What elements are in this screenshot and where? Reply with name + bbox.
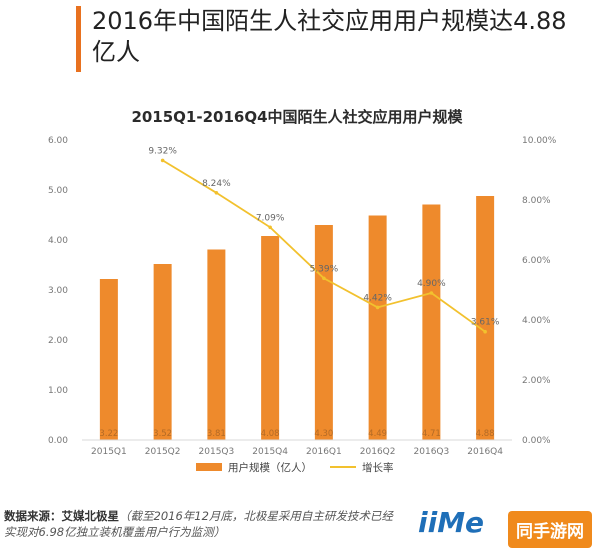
- right-tick-label: 4.00%: [522, 316, 551, 326]
- bar-series: [99, 196, 495, 440]
- bar-value-label: 3.52: [153, 429, 172, 439]
- right-tick-label: 10.00%: [522, 136, 557, 146]
- bar-value-label: 4.71: [422, 429, 441, 439]
- category-label: 2016Q1: [306, 447, 342, 457]
- category-label: 2015Q3: [199, 447, 235, 457]
- growth-point: [214, 191, 219, 195]
- growth-line-series: [160, 158, 487, 334]
- source-label: 数据来源：艾媒北极星: [4, 509, 119, 523]
- growth-point: [483, 329, 487, 334]
- growth-point: [322, 276, 326, 281]
- right-tick-label: 6.00%: [522, 256, 551, 266]
- growth-point: [160, 158, 165, 163]
- growth-data-labels: 9.32% 8.24% 7.09% 5.39% 4.42% 4.90% 3.61%: [148, 146, 500, 327]
- left-tick-label: 6.00: [48, 136, 68, 146]
- bar: [207, 249, 226, 440]
- category-label: 2015Q2: [145, 447, 181, 457]
- growth-value-label: 7.09%: [256, 213, 285, 223]
- category-axis: 2015Q1 2015Q2 2015Q3 2015Q4 2016Q1 2016Q2 2016…: [82, 439, 512, 457]
- growth-value-label: 9.32%: [148, 146, 177, 156]
- category-label: 2016Q3: [414, 447, 450, 457]
- growth-value-label: 3.61%: [471, 318, 500, 328]
- bar: [476, 196, 495, 440]
- left-tick-label: 0.00: [48, 436, 68, 446]
- bar-value-label: 3.81: [207, 429, 226, 439]
- source-detail: （截至2016年12月底，北极星采用自主研发技术已经实现对6.98亿独立装机覆盖…: [4, 509, 393, 539]
- growth-value-label: 5.39%: [310, 264, 339, 274]
- bar: [153, 264, 172, 440]
- growth-value-label: 4.42%: [363, 293, 392, 303]
- left-axis: 0.00 1.00 2.00 3.00 4.00 5.00 6.00: [48, 136, 68, 446]
- category-label: 2016Q2: [360, 447, 396, 457]
- bar-value-label: 4.30: [314, 429, 333, 439]
- bar: [99, 279, 118, 440]
- legend-bar-label: 用户规模（亿人）: [228, 461, 312, 474]
- source-note: 数据来源：艾媒北极星（截至2016年12月底，北极星采用自主研发技术已经实现对6…: [4, 508, 396, 540]
- bar-value-label: 4.88: [476, 429, 495, 439]
- left-tick-label: 3.00: [48, 286, 68, 296]
- category-label: 2015Q4: [252, 447, 288, 457]
- chart-title: 2015Q1-2016Q4中国陌生人社交应用用户规模: [131, 108, 463, 126]
- bar: [314, 225, 333, 440]
- category-label: 2015Q1: [91, 447, 127, 457]
- bar: [261, 236, 280, 440]
- growth-point: [429, 291, 434, 295]
- growth-point: [268, 225, 272, 230]
- imedia-logo: iiMe: [418, 506, 485, 539]
- left-tick-label: 4.00: [48, 236, 68, 246]
- bar-value-label: 4.08: [261, 429, 280, 439]
- right-tick-label: 2.00%: [522, 376, 551, 386]
- growth-value-label: 8.24%: [202, 179, 231, 189]
- left-tick-label: 1.00: [48, 386, 68, 396]
- left-tick-label: 2.00: [48, 336, 68, 346]
- left-tick-label: 5.00: [48, 186, 68, 196]
- bar-data-labels: 3.22 3.52 3.81 4.08 4.30 4.49 4.71 4.88: [99, 429, 494, 439]
- bar: [422, 204, 441, 440]
- headline-accent-bar: [76, 6, 81, 72]
- bar-value-label: 4.49: [368, 429, 387, 439]
- legend-line-label: 增长率: [362, 461, 394, 474]
- right-tick-label: 8.00%: [522, 196, 551, 206]
- bar-value-label: 3.22: [99, 429, 118, 439]
- bar: [368, 215, 387, 440]
- growth-point: [375, 305, 380, 310]
- site-tag: 同手游网: [508, 511, 592, 548]
- right-tick-label: 0.00%: [522, 436, 551, 446]
- right-axis: 0.00% 2.00% 4.00% 6.00% 8.00% 10.00%: [522, 136, 557, 446]
- legend: 用户规模（亿人） 增长率: [196, 461, 394, 474]
- legend-bar-swatch: [196, 463, 222, 471]
- category-label: 2016Q4: [467, 447, 503, 457]
- growth-value-label: 4.90%: [417, 279, 446, 289]
- headline: 2016年中国陌生人社交应用用户规模达4.88亿人: [92, 7, 567, 66]
